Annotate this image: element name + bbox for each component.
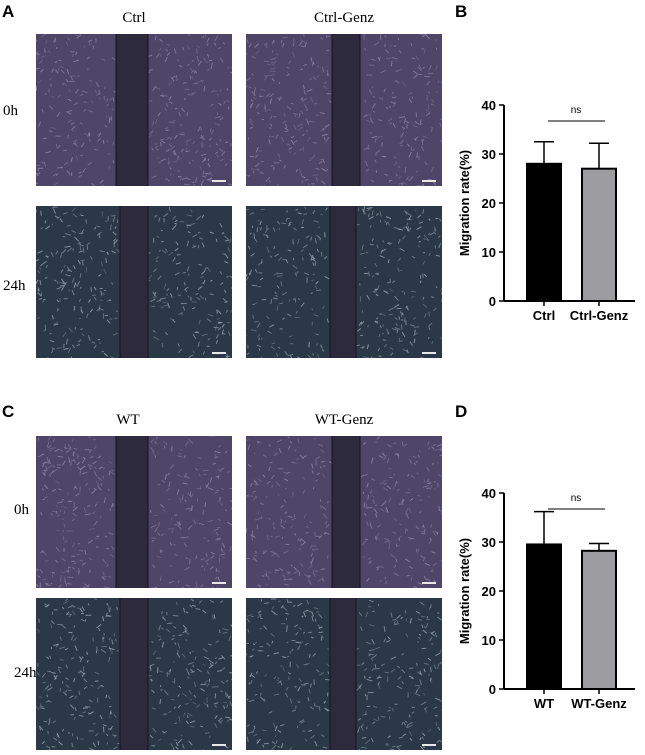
row-label-0h-c: 0h: [14, 502, 29, 518]
micrograph-wt-24h: [36, 598, 232, 750]
row-label-0h: 0h: [3, 103, 18, 119]
bar-chart-d: Migration rate(%) 0 10 20 30 40 WT WT-Genz ns: [457, 486, 635, 711]
bar-chart-b: Migration rate(%) 0 10 20 30 40 Ctrl Ctrl-Genz n…: [457, 98, 635, 323]
significance-label-b: ns: [571, 105, 582, 116]
micrograph-ctrl-0h: [36, 34, 232, 186]
x-tick-label-b-0: Ctrl: [533, 308, 555, 323]
panel-letter-c: C: [2, 402, 15, 421]
y-tick-label-d-30: 30: [482, 535, 496, 550]
y-tick-label-d-10: 10: [482, 633, 496, 648]
column-label-ctrl: Ctrl: [122, 10, 146, 26]
y-tick-label-b-20: 20: [482, 196, 496, 211]
column-label-wt: WT: [116, 412, 140, 428]
row-label-24h: 24h: [3, 278, 26, 294]
row-label-24h-c: 24h: [14, 665, 37, 681]
y-axis-label-d: Migration rate(%): [457, 538, 472, 644]
micrograph-ctrl-24h: [36, 206, 232, 358]
micrograph-ctrl-genz-0h: [246, 34, 442, 186]
micrograph-wt-genz-0h: [246, 436, 442, 588]
column-label-wt-genz: WT-Genz: [314, 412, 374, 428]
x-tick-label-d-1: WT-Genz: [571, 696, 627, 711]
x-tick-label-b-1: Ctrl-Genz: [570, 308, 629, 323]
panel-letter-d: D: [455, 402, 468, 421]
micrograph-ctrl-genz-24h: [246, 206, 442, 358]
y-tick-label-d-0: 0: [489, 682, 496, 697]
panel-letter-a: A: [2, 2, 15, 21]
panel-letter-b: B: [455, 2, 468, 21]
x-tick-label-d-0: WT: [534, 696, 554, 711]
y-axis-label-b: Migration rate(%): [457, 150, 472, 256]
bar-b-ctrl: [526, 162, 562, 302]
column-label-ctrl-genz: Ctrl-Genz: [314, 10, 374, 26]
y-tick-label-b-10: 10: [482, 245, 496, 260]
y-tick-label-b-0: 0: [489, 294, 496, 309]
y-tick-label-b-30: 30: [482, 147, 496, 162]
y-tick-label-d-20: 20: [482, 584, 496, 599]
micrograph-wt-0h: [36, 436, 232, 588]
micrograph-wt-genz-24h: [246, 598, 442, 750]
y-tick-label-b-40: 40: [482, 98, 496, 113]
bar-d-wt: [526, 543, 562, 690]
y-tick-label-d-40: 40: [482, 486, 496, 501]
bar-b-ctrl-genz: [581, 167, 617, 302]
bar-d-wt-genz: [581, 549, 617, 690]
significance-label-d: ns: [571, 493, 582, 504]
